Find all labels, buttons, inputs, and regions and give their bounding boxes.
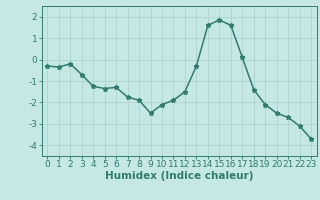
X-axis label: Humidex (Indice chaleur): Humidex (Indice chaleur) [105,171,253,181]
